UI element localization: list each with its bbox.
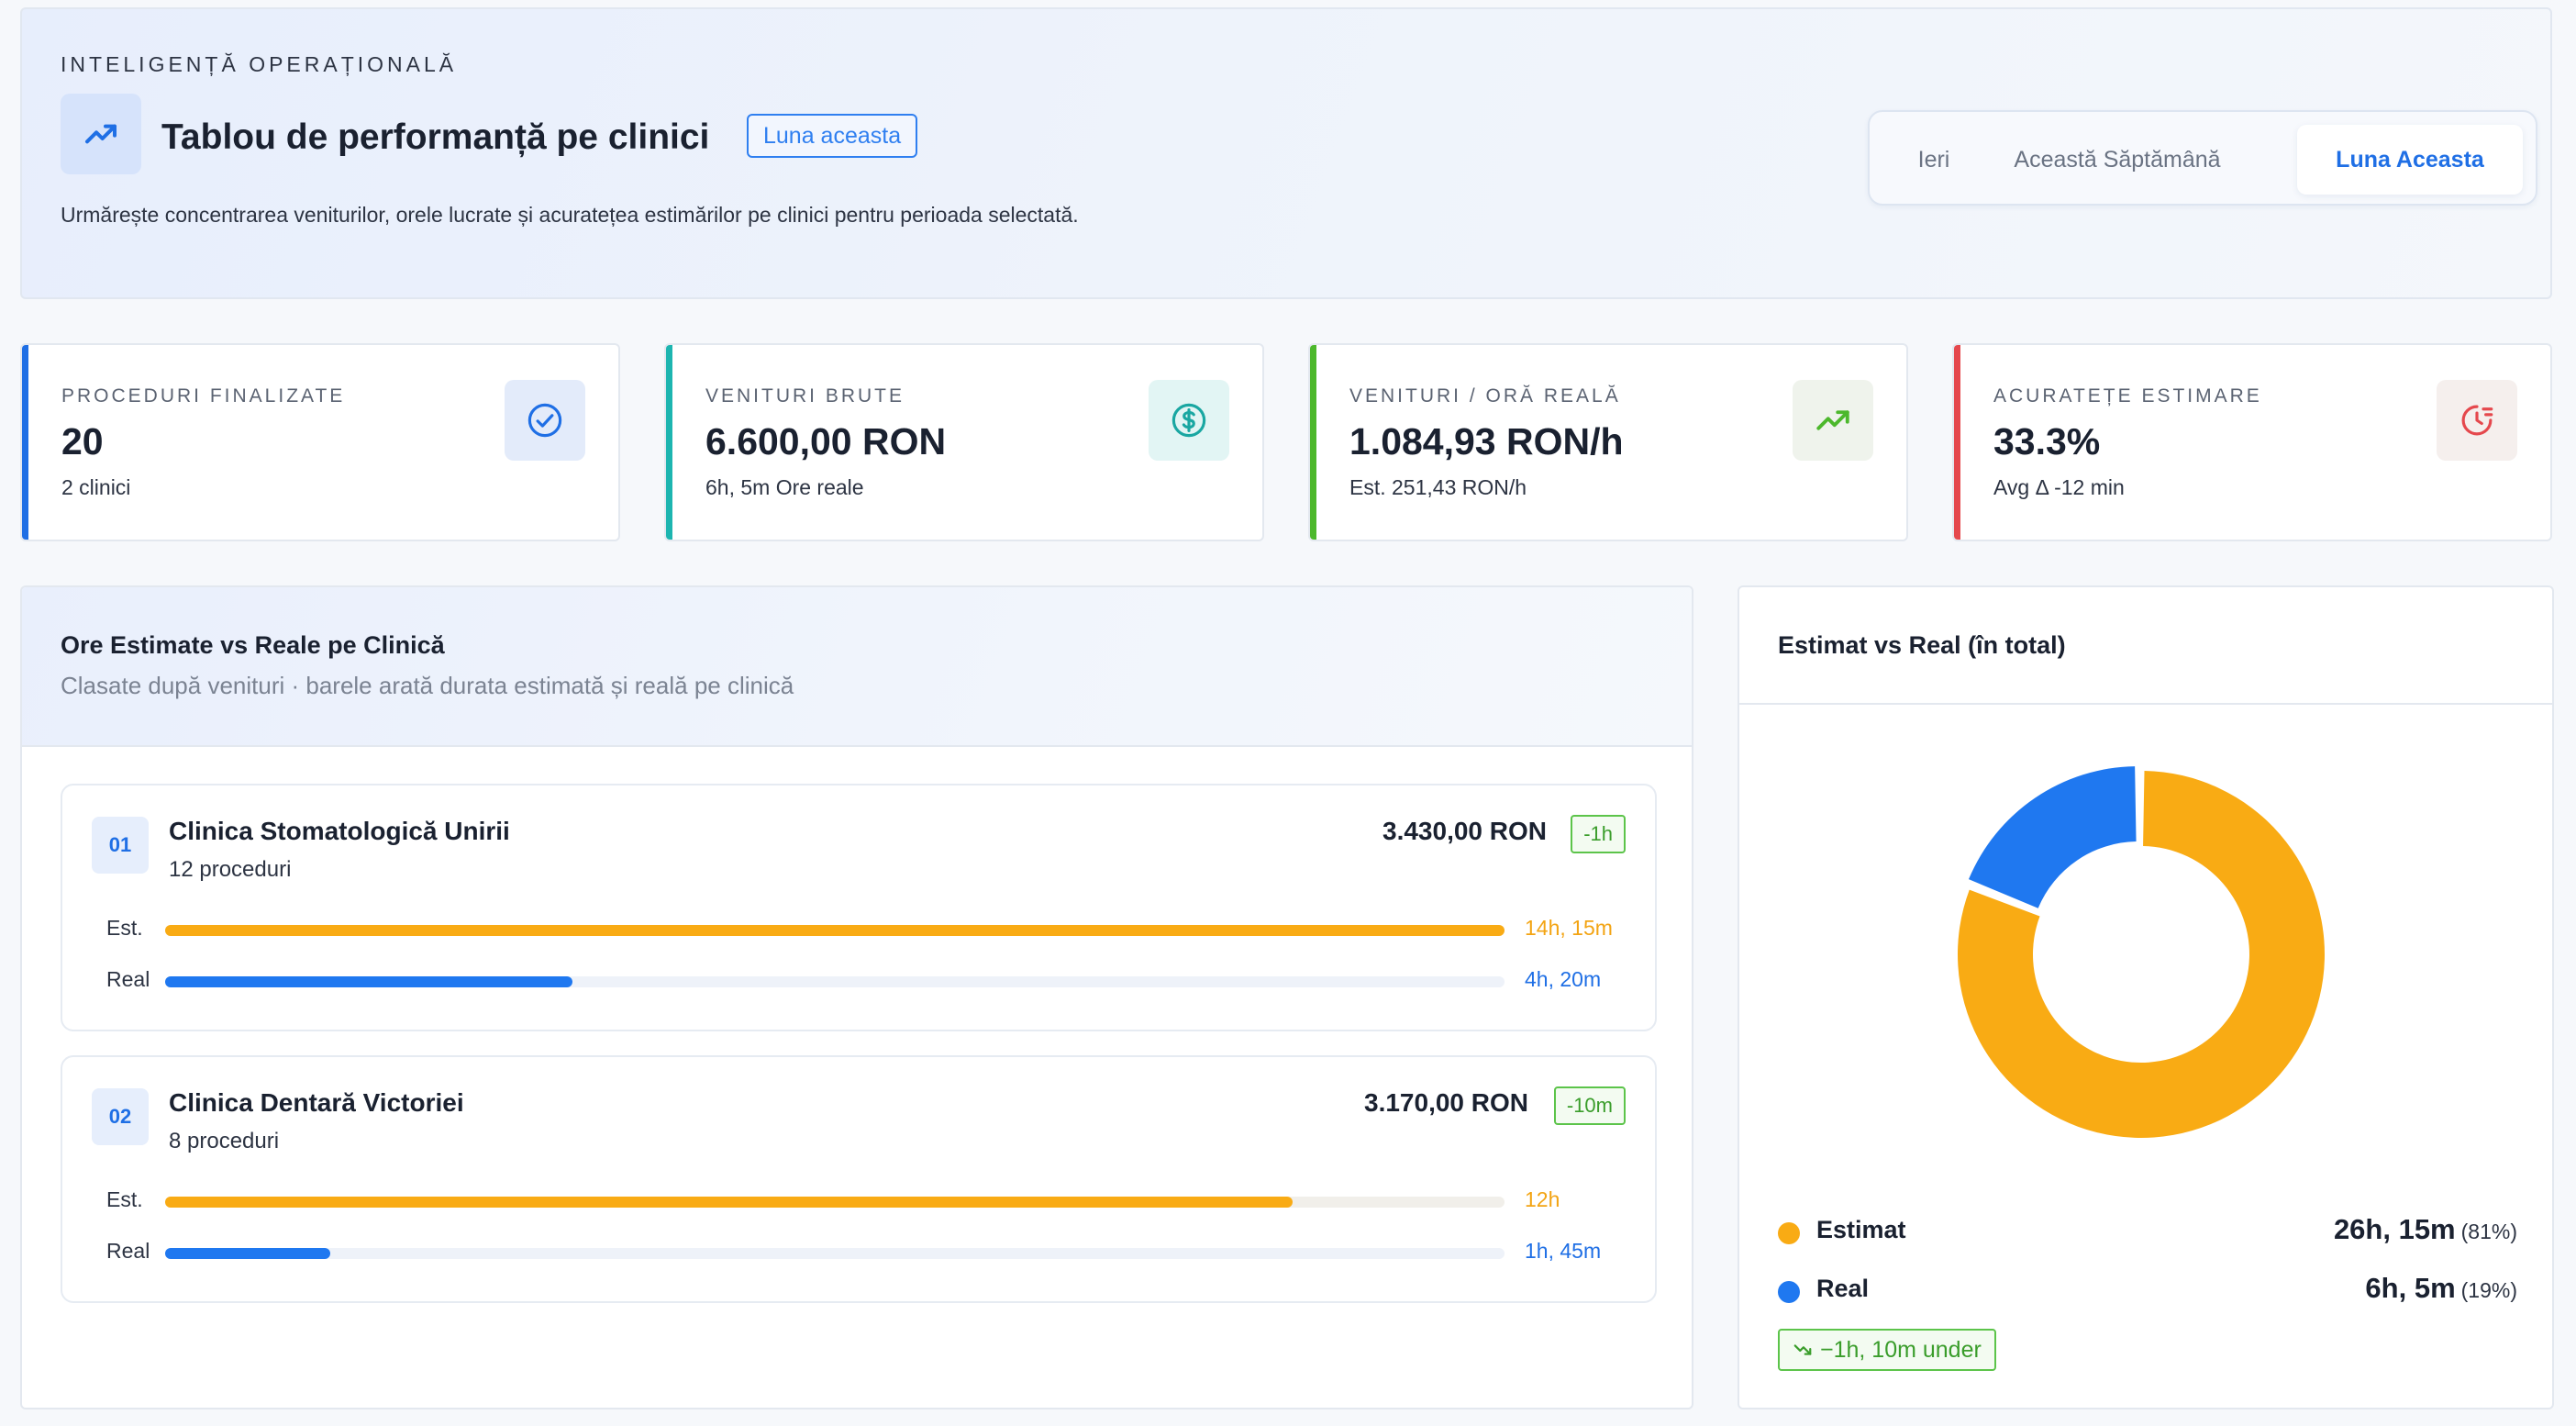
legend-item-real: Real 6h, 5m (19%) <box>1778 1272 2517 1309</box>
check-circle-icon <box>505 380 585 461</box>
clinic-name: Clinica Dentară Victoriei <box>169 1088 464 1117</box>
kpi-sub: 6h, 5m Ore reale <box>705 475 864 499</box>
donut-slice-real <box>1968 766 2137 908</box>
est-label: Est. <box>106 916 143 940</box>
kpi-label: PROCEDURI FINALIZATE <box>61 385 346 407</box>
kpi-value: 33.3% <box>1993 420 2101 462</box>
timer-icon <box>2437 380 2517 461</box>
trend-up-icon <box>61 94 141 174</box>
est-bar-fill <box>165 925 1505 936</box>
legend-percent: (19%) <box>2460 1278 2517 1302</box>
clinic-delta-badge: -10m <box>1553 1086 1626 1125</box>
legend-name: Real <box>1816 1275 1870 1302</box>
clinic-delta-badge: -1h <box>1571 815 1626 853</box>
kpi-card-revenue: VENITURI BRUTE 6.600,00 RON 6h, 5m Ore r… <box>664 343 1264 541</box>
clinics-panel-subtitle: Clasate după venituri · barele arată dur… <box>61 672 794 699</box>
real-bar-track <box>165 976 1505 987</box>
legend-dot <box>1778 1281 1800 1303</box>
under-estimate-text: −1h, 10m under <box>1820 1336 1982 1363</box>
real-label: Real <box>106 967 150 991</box>
est-label: Est. <box>106 1187 143 1211</box>
kpi-value: 20 <box>61 420 104 462</box>
legend-percent: (81%) <box>2460 1220 2517 1243</box>
page-title: Tablou de performanță pe clinici <box>161 117 710 157</box>
kpi-card-revenue-per-hour: VENITURI / ORĂ REALĂ 1.084,93 RON/h Est.… <box>1308 343 1908 541</box>
legend-value: 6h, 5m <box>2365 1272 2456 1304</box>
clinics-panel-header: Ore Estimate vs Reale pe Clinică Clasate… <box>22 587 1692 747</box>
section-eyebrow: INTELIGENȚĂ OPERAȚIONALĂ <box>61 52 458 76</box>
clinic-procedures: 12 proceduri <box>169 857 292 882</box>
clinic-name: Clinica Stomatologică Unirii <box>169 817 510 845</box>
real-bar-fill <box>165 1248 330 1259</box>
kpi-value: 6.600,00 RON <box>705 420 947 462</box>
clinic-revenue: 3.170,00 RON <box>1364 1088 1528 1117</box>
donut-chart <box>1957 766 2325 1138</box>
clinics-panel: Ore Estimate vs Reale pe Clinică Clasate… <box>20 585 1693 1409</box>
page-subtitle: Urmărește concentrarea veniturilor, orel… <box>61 203 1079 227</box>
legend-dot <box>1778 1222 1800 1244</box>
kpi-sub: Avg Δ -12 min <box>1993 475 2125 499</box>
kpi-accent-bar <box>1310 345 1316 540</box>
estimate-vs-real-panel: Estimat vs Real (în total) Estimat 26h, … <box>1738 585 2554 1409</box>
real-bar-track <box>165 1248 1505 1259</box>
trend-down-icon <box>1793 1344 1812 1355</box>
kpi-accent-bar <box>1954 345 1960 540</box>
kpi-value: 1.084,93 RON/h <box>1349 420 1624 462</box>
kpi-sub: Est. 251,43 RON/h <box>1349 475 1527 499</box>
kpi-sub: 2 clinici <box>61 475 131 499</box>
kpi-label: VENITURI BRUTE <box>705 385 905 407</box>
legend-name: Estimat <box>1816 1216 1906 1243</box>
kpi-accent-bar <box>666 345 672 540</box>
period-yesterday-button[interactable]: Ieri <box>1917 146 1950 173</box>
dollar-circle-icon <box>1149 380 1229 461</box>
period-badge: Luna aceasta <box>747 114 918 158</box>
est-bar-fill <box>165 1197 1294 1208</box>
real-label: Real <box>106 1239 150 1263</box>
est-bar-track <box>165 1197 1505 1208</box>
clinics-panel-title: Ore Estimate vs Reale pe Clinică <box>61 631 445 659</box>
real-bar-fill <box>165 976 572 987</box>
est-value: 12h <box>1525 1187 1560 1211</box>
clinic-procedures: 8 proceduri <box>169 1129 280 1153</box>
clinic-rank: 02 <box>92 1088 149 1145</box>
kpi-label: ACURATEȚE ESTIMARE <box>1993 385 2262 407</box>
kpi-card-accuracy: ACURATEȚE ESTIMARE 33.3% Avg Δ -12 min <box>1952 343 2552 541</box>
clinic-revenue: 3.430,00 RON <box>1382 817 1547 845</box>
clinic-card[interactable]: 02 Clinica Dentară Victoriei 8 proceduri… <box>61 1055 1657 1303</box>
period-month-button[interactable]: Luna Aceasta <box>2297 125 2523 195</box>
est-value: 14h, 15m <box>1525 916 1613 940</box>
real-value: 4h, 20m <box>1525 967 1602 991</box>
kpi-card-procedures: PROCEDURI FINALIZATE 20 2 clinici <box>20 343 620 541</box>
under-estimate-badge: −1h, 10m under <box>1778 1329 1996 1371</box>
donut-panel-header: Estimat vs Real (în total) <box>1739 587 2552 705</box>
period-week-button[interactable]: Această Săptămână <box>2014 146 2221 173</box>
kpi-label: VENITURI / ORĂ REALĂ <box>1349 385 1621 407</box>
kpi-accent-bar <box>22 345 28 540</box>
donut-slice-estimat <box>1957 771 2325 1138</box>
legend-value: 26h, 15m <box>2333 1213 2456 1245</box>
legend-value-group: 26h, 15m (81%) <box>2334 1213 2517 1246</box>
clinic-card[interactable]: 01 Clinica Stomatologică Unirii 12 proce… <box>61 784 1657 1031</box>
donut-panel-title: Estimat vs Real (în total) <box>1778 631 2066 659</box>
est-bar-track <box>165 925 1505 936</box>
legend-value-group: 6h, 5m (19%) <box>2365 1272 2517 1305</box>
period-selector: Ieri Această Săptămână Luna Aceasta <box>1868 110 2537 206</box>
real-value: 1h, 45m <box>1525 1239 1602 1263</box>
clinic-rank: 01 <box>92 817 149 874</box>
legend-item-estimat: Estimat 26h, 15m (81%) <box>1778 1213 2517 1250</box>
trend-up-icon <box>1793 380 1873 461</box>
header-panel: INTELIGENȚĂ OPERAȚIONALĂ Tablou de perfo… <box>20 7 2552 299</box>
